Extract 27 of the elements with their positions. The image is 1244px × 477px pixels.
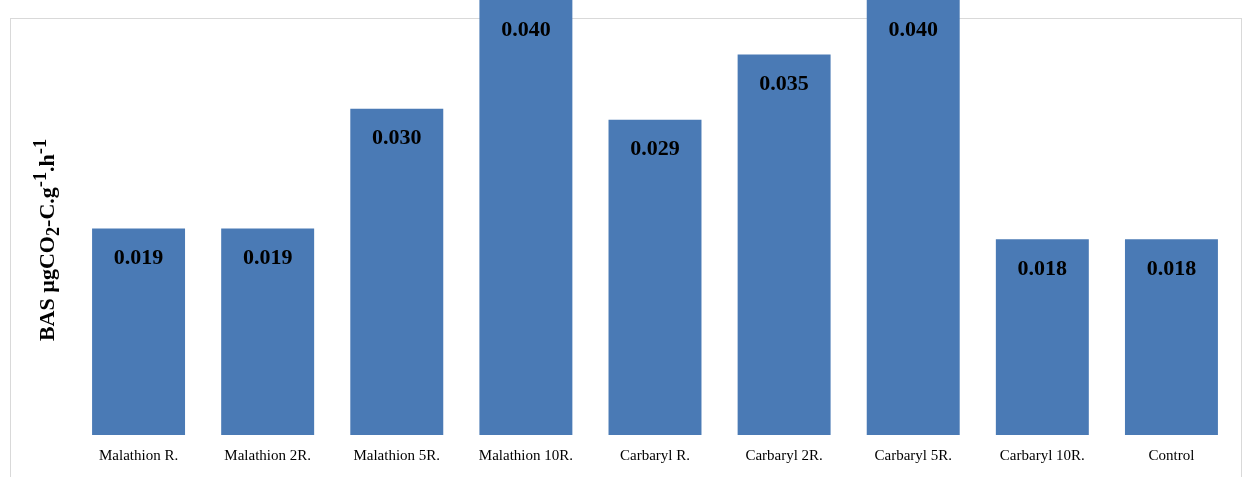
x-tick-label: Carbaryl 5R. bbox=[874, 446, 952, 463]
bar bbox=[92, 228, 186, 435]
data-label: 0.019 bbox=[242, 244, 293, 270]
bar bbox=[608, 119, 702, 435]
x-tick-label: Malathion R. bbox=[98, 446, 179, 463]
bar bbox=[479, 0, 573, 435]
data-label: 0.019 bbox=[113, 244, 164, 270]
x-tick-label: Malathion 10R. bbox=[478, 446, 573, 463]
data-label: 0.035 bbox=[759, 70, 809, 96]
bar bbox=[866, 0, 960, 435]
bar bbox=[221, 228, 315, 435]
bar bbox=[995, 239, 1089, 435]
x-tick-label: Carbaryl R. bbox=[620, 446, 690, 463]
data-label: 0.040 bbox=[888, 15, 938, 41]
bar bbox=[737, 54, 831, 435]
data-label: 0.040 bbox=[501, 15, 551, 41]
x-tick-label: Malathion 2R. bbox=[224, 446, 311, 463]
data-label: 0.030 bbox=[372, 124, 422, 150]
data-label: 0.018 bbox=[1146, 254, 1197, 280]
bar bbox=[350, 108, 444, 435]
bar bbox=[1124, 239, 1218, 435]
x-tick-label: Carbaryl 10R. bbox=[999, 446, 1085, 463]
data-label: 0.018 bbox=[1017, 254, 1068, 280]
data-label: 0.029 bbox=[630, 135, 680, 161]
x-tick-label: Carbaryl 2R. bbox=[745, 446, 823, 463]
x-tick-label: Control bbox=[1148, 446, 1195, 463]
x-tick-label: Malathion 5R. bbox=[353, 446, 441, 463]
